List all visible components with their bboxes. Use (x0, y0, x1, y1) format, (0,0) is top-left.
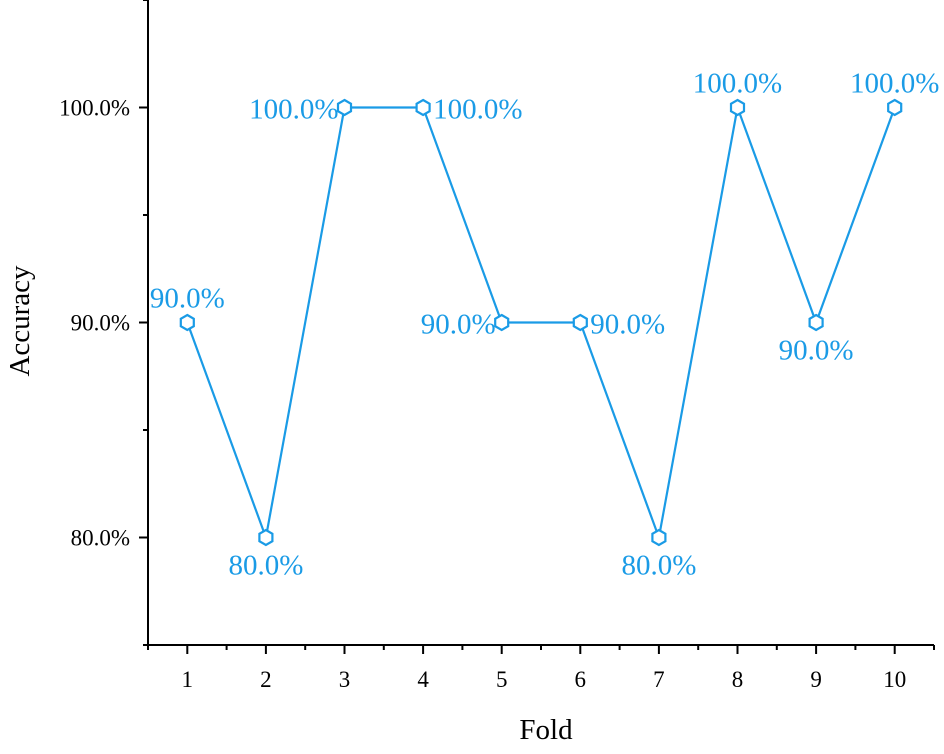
x-tick-label: 7 (653, 667, 665, 692)
data-labels: 90.0% 80.0% 100.0% 100.0% 90.0% 90.0% 80.0% 100… (150, 68, 940, 582)
data-label: 80.0% (621, 550, 696, 582)
y-tick-label: 100.0% (59, 96, 130, 121)
x-tick-label: 6 (575, 667, 587, 692)
y-tick-label: 80.0% (71, 526, 130, 551)
x-tick-label: 2 (260, 667, 272, 692)
x-tick-label: 8 (732, 667, 744, 692)
data-label: 90.0% (421, 309, 496, 341)
x-tick-label: 1 (182, 667, 194, 692)
x-tick-label: 10 (883, 667, 906, 692)
data-label: 80.0% (228, 550, 303, 582)
data-point-marker (179, 313, 195, 332)
data-label: 90.0% (150, 283, 225, 315)
data-point-marker (808, 313, 824, 332)
x-tick-label: 3 (339, 667, 351, 692)
data-label: 100.0% (693, 68, 782, 100)
data-label: 100.0% (850, 68, 939, 100)
data-label: 90.0% (590, 309, 665, 341)
series-line-group (186, 103, 896, 542)
series-line (186, 103, 896, 542)
x-tick-label: 9 (810, 667, 822, 692)
data-point-marker (415, 98, 431, 117)
data-point-marker (572, 313, 588, 332)
data-point-marker (258, 528, 274, 547)
data-points (179, 98, 903, 547)
data-label: 100.0% (433, 94, 522, 126)
data-point-marker (887, 98, 903, 117)
y-tick-label: 90.0% (71, 311, 130, 336)
data-point-marker (651, 528, 667, 547)
x-tick-label: 4 (417, 667, 429, 692)
axes: 80.0% 90.0% 100.0% 1 2 3 4 5 6 7 8 9 10 (59, 0, 935, 692)
x-tick-label: 5 (496, 667, 508, 692)
data-label: 100.0% (249, 94, 338, 126)
x-axis-title: Fold (519, 714, 573, 746)
data-point-marker (336, 98, 353, 117)
y-axis-title: Accuracy (4, 265, 36, 377)
data-label: 90.0% (779, 335, 854, 367)
data-point-marker (494, 313, 510, 332)
data-point-marker (729, 98, 746, 117)
